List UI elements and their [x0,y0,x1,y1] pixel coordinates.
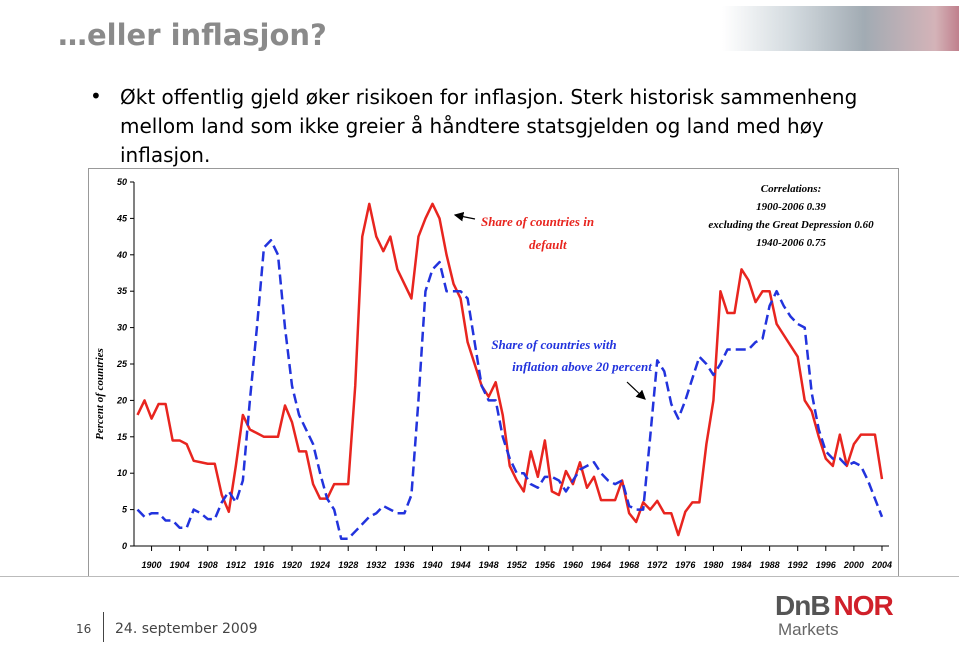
x-tick-label: 1996 [816,560,837,570]
bullet-text: Økt offentlig gjeld øker risikoen for in… [120,85,858,167]
y-axis-label: Percent of countries [94,348,106,440]
x-tick-label: 1972 [647,560,667,570]
x-tick-label: 1936 [394,560,415,570]
annotation: excluding the Great Depression 0.60 [708,219,874,231]
x-tick-label: 1988 [760,560,780,570]
page-number: 16 [76,622,92,636]
x-tick-label: 1964 [591,560,611,570]
annotation: default [529,237,567,252]
annotation: inflation above 20 percent [512,359,652,374]
logo-text: NOR [833,590,894,621]
divider [0,576,959,577]
x-tick-label: 1900 [142,560,162,570]
annotation: Correlations: [761,183,822,195]
bullet-marker: • [90,84,102,108]
y-tick-label: 15 [117,432,128,442]
y-tick-label: 30 [117,323,127,333]
x-tick-label: 1984 [731,560,751,570]
footer-date: 24. september 2009 [115,621,258,637]
y-tick-label: 10 [117,468,127,478]
logo-subtitle: Markets [778,620,839,639]
series-line [136,202,884,537]
chart: Percent of countries Share of countries … [88,168,899,577]
y-tick-label: 50 [117,177,127,187]
annotation: Share of countries in [481,214,594,229]
x-tick-label: 1960 [563,560,583,570]
y-tick-label: 20 [116,395,127,405]
x-tick-label: 1944 [451,560,471,570]
annotation-arrow [453,211,476,222]
header-image [722,6,959,51]
logo: DnB NOR [775,590,894,622]
x-tick-label: 1956 [535,560,556,570]
y-tick-label: 25 [116,359,128,369]
x-tick-label: 1916 [254,560,275,570]
y-tick-label: 45 [116,213,128,223]
x-tick-label: 1992 [788,560,808,570]
footer-divider [103,612,104,642]
annotation: 1940-2006 0.75 [756,237,826,249]
x-tick-label: 1940 [422,560,442,570]
x-tick-label: 1976 [675,560,696,570]
y-tick-label: 35 [117,286,128,296]
x-tick-label: 1952 [507,560,527,570]
y-tick-label: 5 [122,505,128,515]
x-tick-label: 1924 [310,560,330,570]
x-tick-label: 1904 [170,560,190,570]
x-tick-label: 1912 [226,560,246,570]
slide-title: …eller inflasjon? [58,18,327,52]
x-tick-label: 1908 [198,560,218,570]
x-tick-label: 1932 [366,560,386,570]
x-tick-label: 1948 [479,560,499,570]
x-tick-label: 1968 [619,560,639,570]
x-tick-label: 1980 [703,560,723,570]
annotation: Share of countries with [491,337,616,352]
y-tick-label: 0 [122,541,127,551]
x-tick-label: 2000 [843,560,864,570]
annotation: 1900-2006 0.39 [756,201,826,213]
series-line [136,238,884,540]
x-tick-label: 2004 [871,560,892,570]
y-tick-label: 40 [116,250,127,260]
x-tick-label: 1928 [338,560,358,570]
annotation-arrow [626,381,646,400]
x-tick-label: 1920 [282,560,302,570]
logo-text: DnB [775,590,831,621]
